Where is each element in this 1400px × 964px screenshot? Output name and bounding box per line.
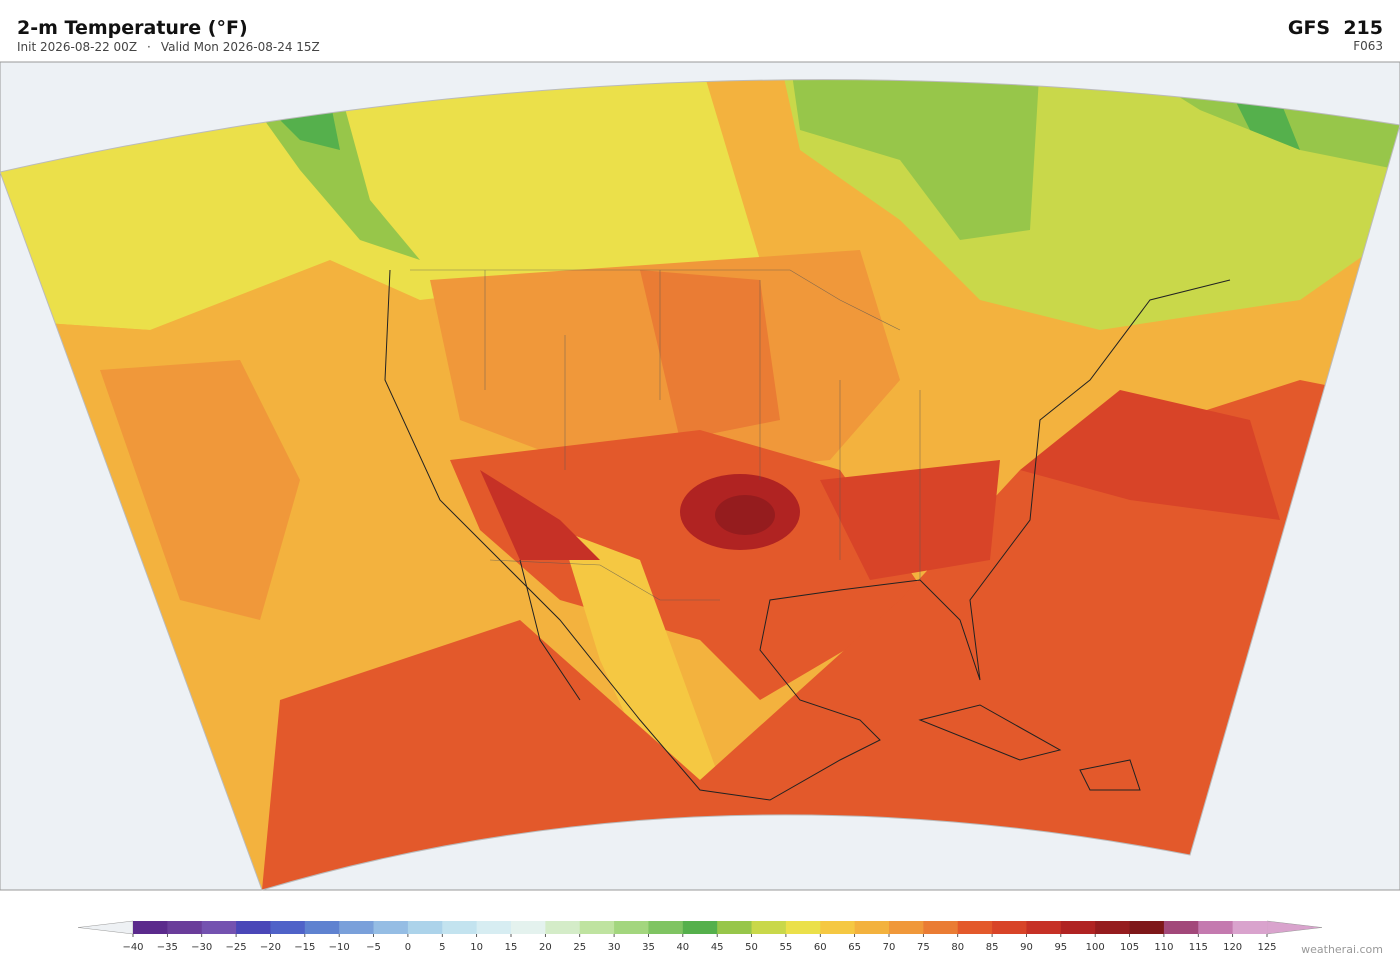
model: GFS 215 [1288,17,1383,39]
colorbar-bin [751,921,787,934]
tick-label: 85 [986,942,999,953]
tick-label: 115 [1189,942,1208,953]
tick-label: −5 [366,942,381,953]
colorbar-bin [407,921,443,934]
colorbar-bin [682,921,718,934]
tick-label: 45 [711,942,724,953]
watermark: weatherai.com [1301,943,1383,956]
tick-label: 20 [539,942,552,953]
tick-label: −25 [226,942,247,953]
colorbar-bin [167,921,203,934]
colorbar-bin [889,921,924,934]
tick-label: 120 [1223,942,1242,953]
colorbar-bin [1198,921,1234,934]
colorbar-under [77,920,134,935]
tick-label: 95 [1054,942,1067,953]
tick-label: 15 [505,942,518,953]
tick-label: −40 [122,942,143,953]
colorbar-over [1266,920,1323,935]
colorbar-bin [717,921,752,934]
colorbar-bin [820,921,856,934]
colorbar-bin [442,921,478,934]
coastlines [384,269,1231,801]
tick-label: 55 [780,942,793,953]
colorbar-bin [957,921,993,934]
map [0,61,1400,891]
tick-label: 0 [405,942,411,953]
tick-label: −10 [329,942,350,953]
tick-label: 80 [951,942,964,953]
tick-label: 125 [1257,942,1276,953]
colorbar-bin [1026,921,1062,934]
tick-label: −35 [157,942,178,953]
tick-label: 25 [573,942,586,953]
temperature-field [0,79,1400,891]
colorbar-bin [1095,921,1130,934]
colorbar-bin [992,921,1027,934]
init: Init 2026-08-22 00Z [17,40,137,54]
colorbar-bin [785,921,821,934]
colorbar: −40 −35 −30 −25 −20 −15 −10 −5 0 5 10 15 20 25 30 35 40 4… [77,920,1323,953]
colorbar-bin [476,921,512,934]
colorbar-bin [854,921,890,934]
forecast-hour: F063 [1353,39,1383,53]
colorbar-bin [545,921,581,934]
colorbar-bin [201,921,237,934]
tick-label: 30 [608,942,621,953]
domain-outline [0,79,1400,891]
colorbar-bin [1232,921,1268,934]
tick-label: 90 [1020,942,1033,953]
tick-label: 10 [470,942,483,953]
tick-label: 35 [642,942,655,953]
colorbar-bin [579,921,615,934]
colorbar-bin [1060,921,1096,934]
tick-label: 70 [883,942,896,953]
colorbar-bin [133,921,168,934]
colorbar-bin [373,921,409,934]
tick-label: 5 [439,942,445,953]
subtitle: Init 2026-08-22 00Z · Valid Mon 2026-08-24… [17,40,320,54]
tick-label: 75 [917,942,930,953]
tick-label: 50 [745,942,758,953]
colorbar-bin [648,921,684,934]
colorbar-bin [270,921,306,934]
separator: · [147,40,151,54]
tick-label: 60 [814,942,827,953]
colorbar-bin [236,921,271,934]
colorbar-bin [304,921,340,934]
tick-label: −30 [191,942,212,953]
tick-label: 65 [848,942,861,953]
tick-label: −15 [294,942,315,953]
tick-label: 110 [1154,942,1173,953]
colorbar-bin [511,921,546,934]
tick-label: 100 [1086,942,1105,953]
tick-label: 40 [676,942,689,953]
tick-label: 105 [1120,942,1139,953]
valid: Valid Mon 2026-08-24 15Z [161,40,320,54]
colorbar-bin [339,921,374,934]
colorbar-bin [923,921,959,934]
colorbar-bin [1129,921,1165,934]
tick-label: −20 [260,942,281,953]
colorbar-bin [614,921,649,934]
colorbar-bin [1163,921,1199,934]
title: 2-m Temperature (°F) [17,17,248,39]
borders [410,269,921,601]
